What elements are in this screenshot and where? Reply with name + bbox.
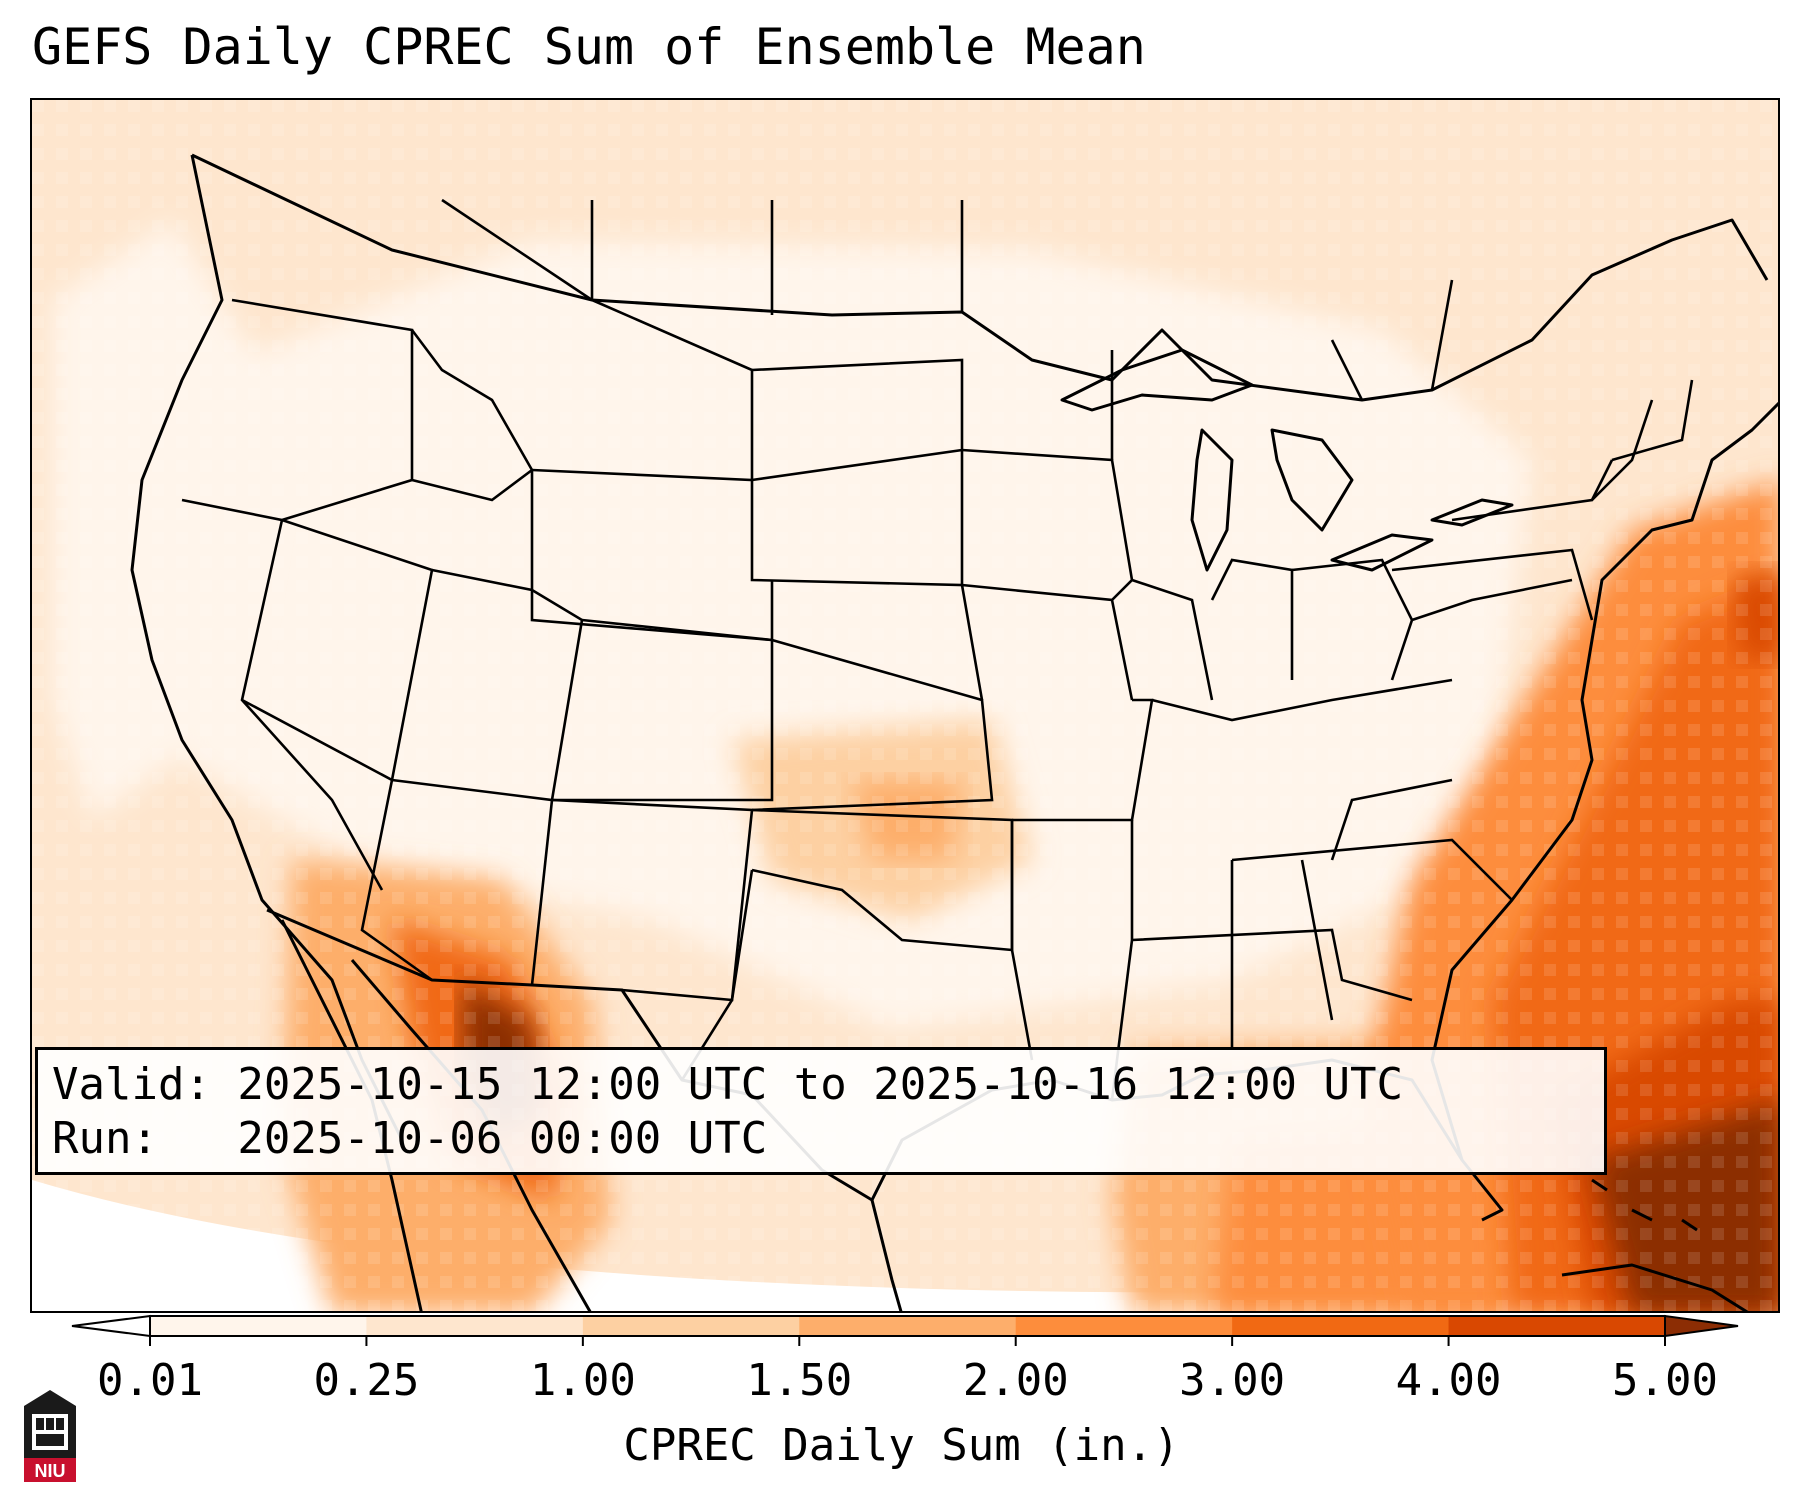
colorbar-segment [1232, 1316, 1450, 1336]
mexico-gulf-coast [870, 1199, 903, 1311]
lake-erie [1330, 533, 1434, 572]
colorbar-segment [799, 1316, 1017, 1336]
colorbar-tick-label: 5.00 [1612, 1355, 1718, 1406]
colorbar-tick-label: 1.50 [746, 1355, 853, 1406]
colorbar-tick-label: 2.00 [962, 1355, 1069, 1406]
colorbar [0, 1310, 1803, 1390]
run-time-text: Run: 2025-10-06 00:00 UTC [52, 1113, 768, 1164]
niu-logo-text: NIU [35, 1461, 66, 1481]
colorbar-tick-label: 0.01 [97, 1355, 203, 1406]
colorbar-segment [1448, 1316, 1666, 1336]
valid-time-text: Valid: 2025-10-15 12:00 UTC to 2025-10-1… [52, 1059, 1404, 1110]
lake-huron [1270, 428, 1354, 532]
lake-superior [1060, 348, 1254, 412]
colorbar-tick-label: 1.00 [529, 1355, 636, 1406]
colorbar-segment [150, 1316, 367, 1336]
map-title: GEFS Daily CPREC Sum of Ensemble Mean [32, 18, 1146, 76]
info-box: Valid: 2025-10-15 12:00 UTC to 2025-10-1… [35, 1047, 1607, 1175]
atlantic-coast [1430, 401, 1778, 1161]
bahamas [1591, 1178, 1698, 1232]
colorbar-tick-label: 0.25 [313, 1355, 420, 1406]
colorbar-segment [366, 1316, 584, 1336]
us-canada-border [191, 153, 1769, 402]
lake-michigan [1190, 428, 1234, 572]
colorbar-min-extension [71, 1314, 151, 1338]
colorbar-frame [149, 1315, 1666, 1337]
lake-ontario [1430, 498, 1514, 527]
niu-logo: NIU [24, 1390, 76, 1482]
colorbar-segment [1015, 1316, 1233, 1336]
colorbar-label: CPREC Daily Sum (in.) [623, 1420, 1180, 1471]
pacific-coast [130, 154, 404, 1141]
colorbar-max-extension [1664, 1314, 1739, 1338]
state-borders [181, 198, 1694, 1101]
cuba [1561, 1263, 1749, 1311]
colorbar-tick-label: 3.00 [1179, 1355, 1286, 1406]
colorbar-segment [582, 1316, 800, 1336]
colorbar-tick-label: 4.00 [1395, 1355, 1502, 1406]
colorbar-svg [71, 1314, 1739, 1346]
